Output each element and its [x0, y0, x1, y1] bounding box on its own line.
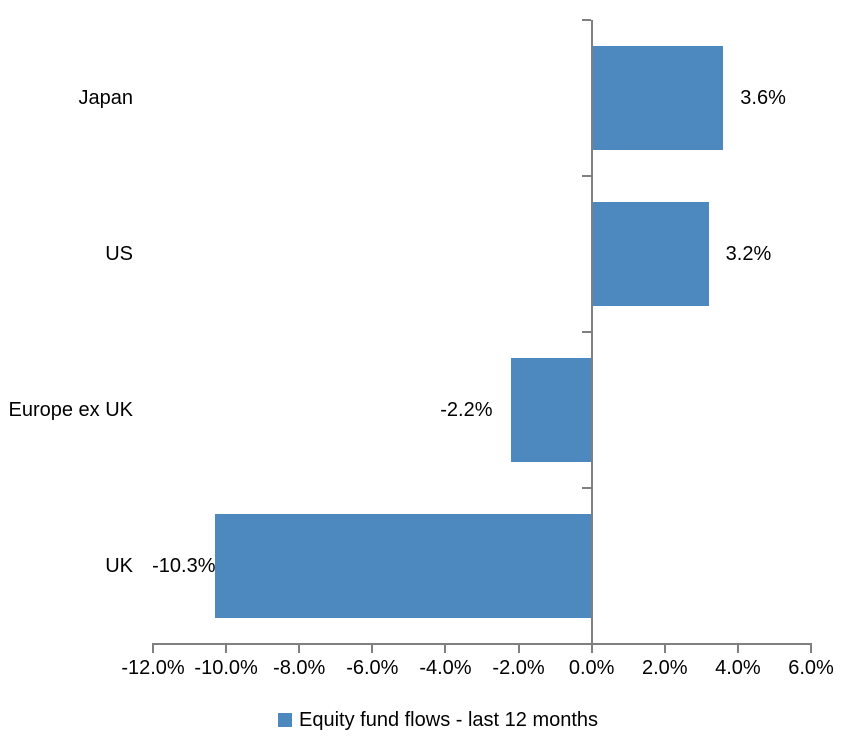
x-tick-label: -4.0%	[419, 657, 472, 679]
bar-us	[591, 202, 709, 306]
x-tick-label: -8.0%	[273, 657, 326, 679]
x-tick-label: 0.0%	[568, 657, 615, 679]
category-axis-tick	[581, 487, 591, 489]
data-label: -2.2%	[440, 399, 493, 421]
category-label: UK	[105, 555, 133, 577]
value-axis-line	[152, 643, 812, 645]
value-axis-tick	[517, 643, 520, 653]
value-axis-tick	[590, 643, 593, 653]
category-label: US	[105, 243, 133, 265]
category-label: Europe ex UK	[8, 399, 133, 421]
x-tick-label: 2.0%	[641, 657, 688, 679]
legend-label: Equity fund flows - last 12 months	[299, 709, 599, 731]
value-axis-tick	[152, 643, 154, 653]
category-axis-line	[590, 20, 593, 645]
bar-uk	[215, 514, 592, 618]
value-axis-tick	[444, 643, 447, 653]
x-tick-label: 4.0%	[715, 657, 761, 679]
x-tick-label: -12.0%	[121, 657, 185, 679]
x-tick-label: -6.0%	[346, 657, 399, 679]
data-label: 3.6%	[740, 87, 786, 109]
value-axis-tick	[371, 643, 374, 653]
legend-marker-icon	[278, 713, 292, 727]
value-axis-tick	[225, 643, 228, 653]
value-axis-tick	[298, 643, 301, 653]
category-axis-tick	[581, 331, 591, 333]
category-axis-tick	[581, 175, 591, 177]
category-axis-tick	[581, 19, 591, 21]
value-axis-tick	[736, 643, 739, 653]
x-tick-label: 6.0%	[788, 657, 834, 679]
bar-europe-ex-uk	[511, 358, 592, 462]
legend: Equity fund flows - last 12 months	[278, 708, 598, 732]
category-label: Japan	[78, 87, 134, 109]
value-axis-tick	[810, 643, 812, 653]
data-label: -10.3%	[152, 555, 216, 577]
data-label: 3.2%	[725, 243, 772, 265]
x-tick-label: -10.0%	[194, 657, 258, 679]
value-axis-tick	[663, 643, 666, 653]
x-tick-label: -2.0%	[492, 657, 545, 679]
bar-japan	[591, 46, 724, 150]
